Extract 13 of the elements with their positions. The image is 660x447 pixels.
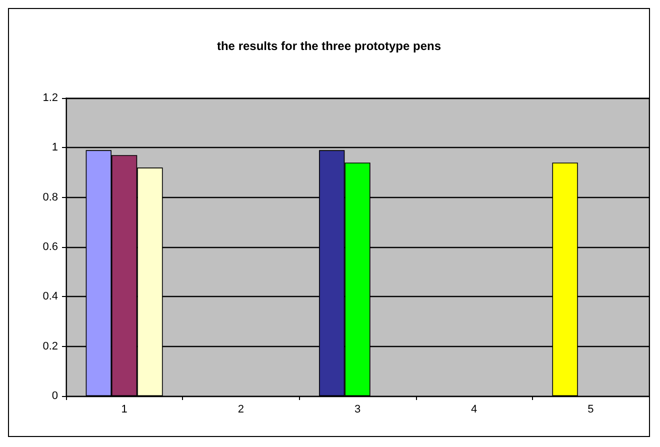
y-tick-label: 0.4: [42, 290, 58, 303]
x-tick-label: 3: [354, 404, 361, 416]
y-tick-label: 0: [52, 390, 58, 402]
x-tick-label: 2: [238, 404, 244, 416]
x-tick-label: 4: [471, 404, 478, 416]
chart-title: the results for the three prototype pens: [216, 39, 442, 53]
y-tick-label: 1.2: [42, 92, 58, 104]
x-tick-label: 5: [588, 404, 594, 416]
x-tick-label: 1: [121, 404, 128, 416]
y-tick-label: 0.6: [42, 241, 58, 253]
y-tick-label: 0.2: [42, 340, 58, 352]
y-tick-label: 1: [52, 142, 58, 154]
y-tick-label: 0.8: [42, 191, 58, 204]
